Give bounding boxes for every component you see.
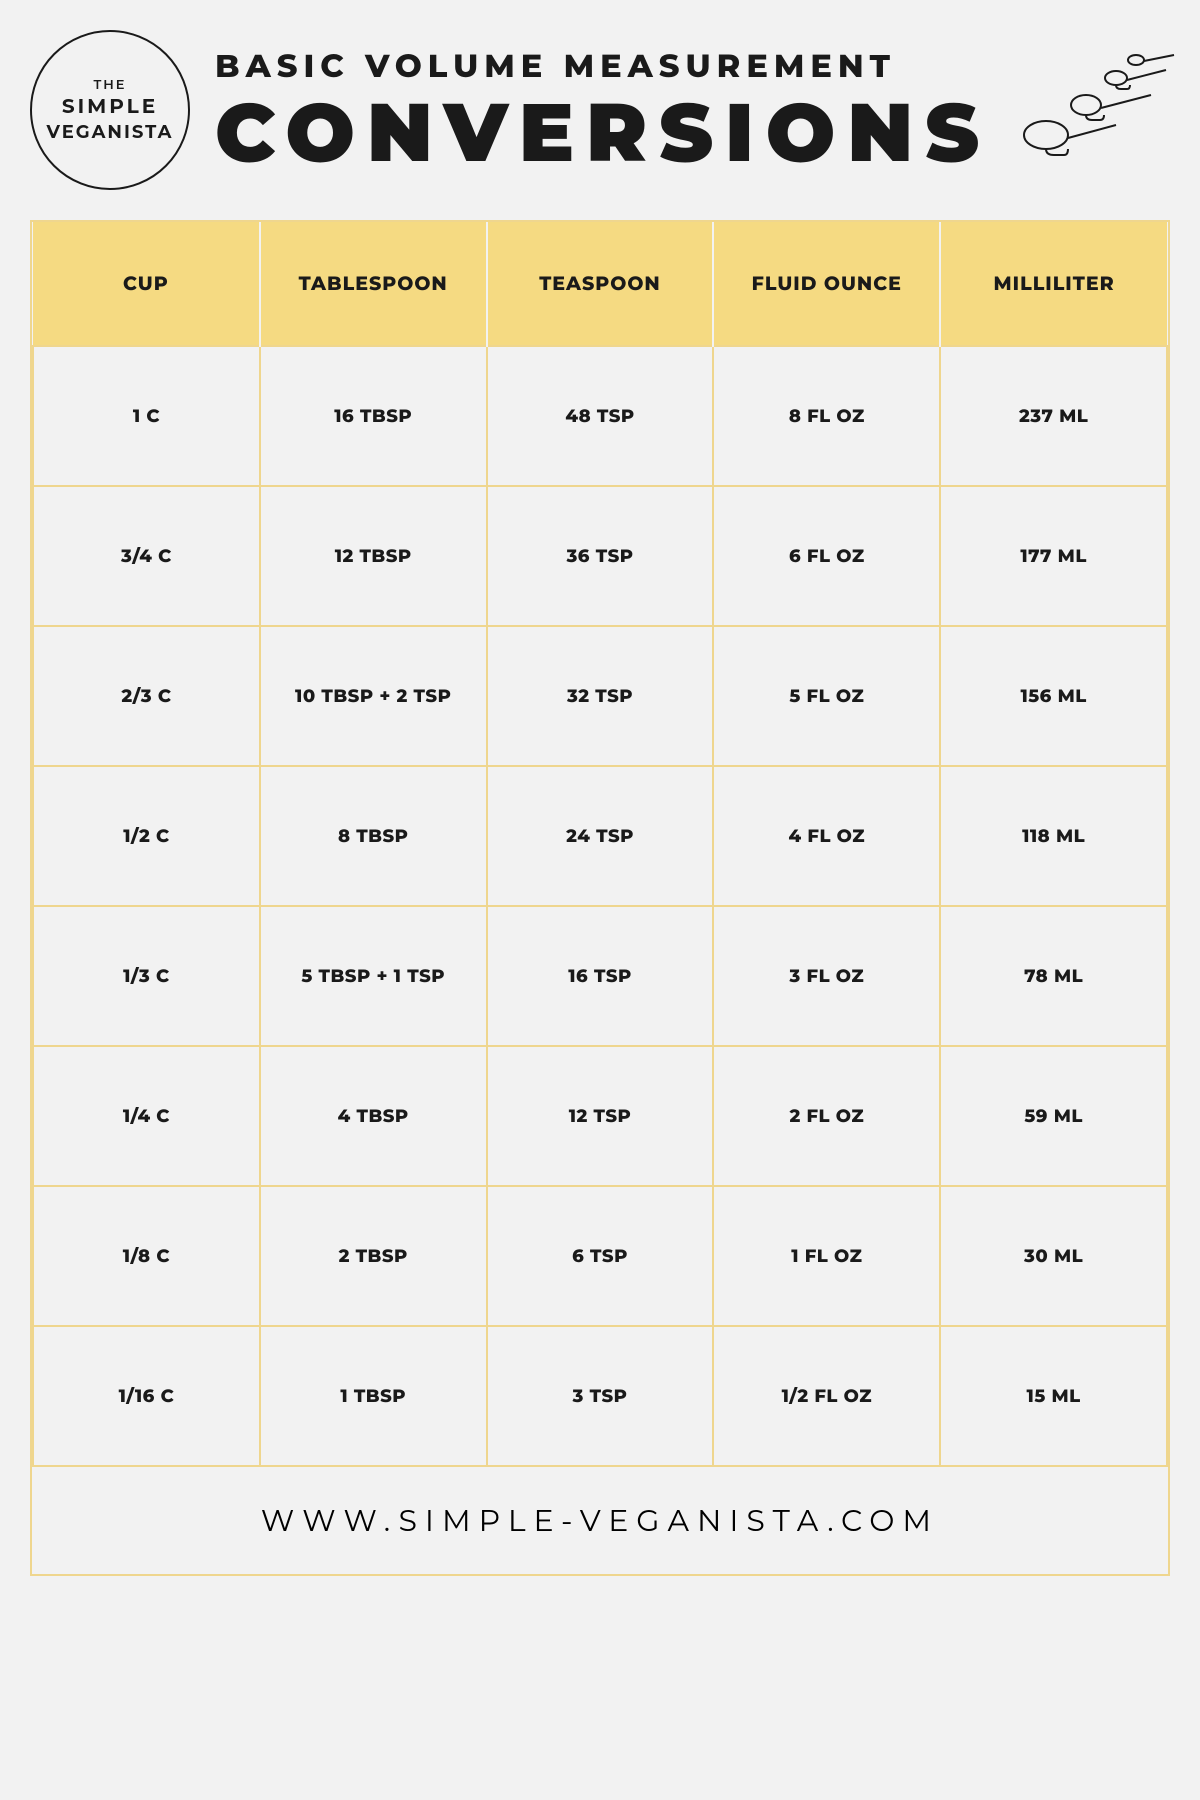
- table-cell: 36 TSP: [487, 486, 714, 626]
- table-cell: 6 FL OZ: [713, 486, 940, 626]
- table-cell: 1/2 C: [33, 766, 260, 906]
- table-cell: 6 TSP: [487, 1186, 714, 1326]
- table-cell: 78 ML: [940, 906, 1167, 1046]
- table-cell: 177 ML: [940, 486, 1167, 626]
- table-cell: 16 TSP: [487, 906, 714, 1046]
- page-subtitle: BASIC VOLUME MEASUREMENT: [215, 47, 991, 86]
- col-teaspoon: TEASPOON: [487, 222, 714, 346]
- table-cell: 12 TSP: [487, 1046, 714, 1186]
- table-cell: 1/8 C: [33, 1186, 260, 1326]
- table-cell: 3 TSP: [487, 1326, 714, 1466]
- table-cell: 48 TSP: [487, 346, 714, 486]
- table-row: 1/3 C5 TBSP + 1 TSP16 TSP3 FL OZ78 ML: [33, 906, 1167, 1046]
- table-cell: 4 FL OZ: [713, 766, 940, 906]
- table-cell: 237 ML: [940, 346, 1167, 486]
- table-row: 1/16 C1 TBSP3 TSP1/2 FL OZ15 ML: [33, 1326, 1167, 1466]
- table-cell: 15 ML: [940, 1326, 1167, 1466]
- table-cell: 5 TBSP + 1 TSP: [260, 906, 487, 1046]
- table-row: 1/8 C2 TBSP6 TSP1 FL OZ30 ML: [33, 1186, 1167, 1326]
- table-row: 2/3 C10 TBSP + 2 TSP32 TSP5 FL OZ156 ML: [33, 626, 1167, 766]
- table-cell: 156 ML: [940, 626, 1167, 766]
- table-cell: 1 FL OZ: [713, 1186, 940, 1326]
- table-cell: 1/2 FL OZ: [713, 1326, 940, 1466]
- col-tablespoon: TABLESPOON: [260, 222, 487, 346]
- table-cell: 5 FL OZ: [713, 626, 940, 766]
- title-block: BASIC VOLUME MEASUREMENT CONVERSIONS: [215, 47, 991, 173]
- header: THE SIMPLE VEGANISTA BASIC VOLUME MEASUR…: [30, 30, 1170, 190]
- table-cell: 10 TBSP + 2 TSP: [260, 626, 487, 766]
- logo-line3: VEGANISTA: [47, 121, 174, 143]
- table-cell: 1/16 C: [33, 1326, 260, 1466]
- table-cell: 24 TSP: [487, 766, 714, 906]
- table-cell: 1/3 C: [33, 906, 260, 1046]
- table-cell: 30 ML: [940, 1186, 1167, 1326]
- page-title: CONVERSIONS: [215, 91, 991, 173]
- logo-line1: THE: [93, 77, 126, 93]
- footer-row: WWW.SIMPLE-VEGANISTA.COM: [33, 1466, 1167, 1574]
- table-cell: 3/4 C: [33, 486, 260, 626]
- conversion-table-container: CUP TABLESPOON TEASPOON FLUID OUNCE MILL…: [30, 220, 1170, 1576]
- table-row: 3/4 C12 TBSP36 TSP6 FL OZ177 ML: [33, 486, 1167, 626]
- table-cell: 8 FL OZ: [713, 346, 940, 486]
- table-cell: 8 TBSP: [260, 766, 487, 906]
- table-row: 1 C16 TBSP48 TSP8 FL OZ237 ML: [33, 346, 1167, 486]
- logo-line2: SIMPLE: [62, 95, 158, 119]
- table-cell: 1 C: [33, 346, 260, 486]
- table-body: 1 C16 TBSP48 TSP8 FL OZ237 ML3/4 C12 TBS…: [33, 346, 1167, 1466]
- logo-badge: THE SIMPLE VEGANISTA: [30, 30, 190, 190]
- col-cup: CUP: [33, 222, 260, 346]
- measuring-spoons-icon: [1016, 50, 1176, 170]
- table-cell: 1 TBSP: [260, 1326, 487, 1466]
- table-cell: 2/3 C: [33, 626, 260, 766]
- table-cell: 4 TBSP: [260, 1046, 487, 1186]
- table-cell: 16 TBSP: [260, 346, 487, 486]
- table-cell: 1/4 C: [33, 1046, 260, 1186]
- col-fluid-ounce: FLUID OUNCE: [713, 222, 940, 346]
- table-cell: 2 FL OZ: [713, 1046, 940, 1186]
- footer-url: WWW.SIMPLE-VEGANISTA.COM: [33, 1466, 1167, 1574]
- table-cell: 3 FL OZ: [713, 906, 940, 1046]
- table-row: 1/4 C4 TBSP12 TSP2 FL OZ59 ML: [33, 1046, 1167, 1186]
- table-cell: 2 TBSP: [260, 1186, 487, 1326]
- table-row: 1/2 C8 TBSP24 TSP4 FL OZ118 ML: [33, 766, 1167, 906]
- conversion-table: CUP TABLESPOON TEASPOON FLUID OUNCE MILL…: [32, 222, 1168, 1574]
- table-header-row: CUP TABLESPOON TEASPOON FLUID OUNCE MILL…: [33, 222, 1167, 346]
- col-milliliter: MILLILITER: [940, 222, 1167, 346]
- table-cell: 59 ML: [940, 1046, 1167, 1186]
- table-cell: 32 TSP: [487, 626, 714, 766]
- table-cell: 12 TBSP: [260, 486, 487, 626]
- table-cell: 118 ML: [940, 766, 1167, 906]
